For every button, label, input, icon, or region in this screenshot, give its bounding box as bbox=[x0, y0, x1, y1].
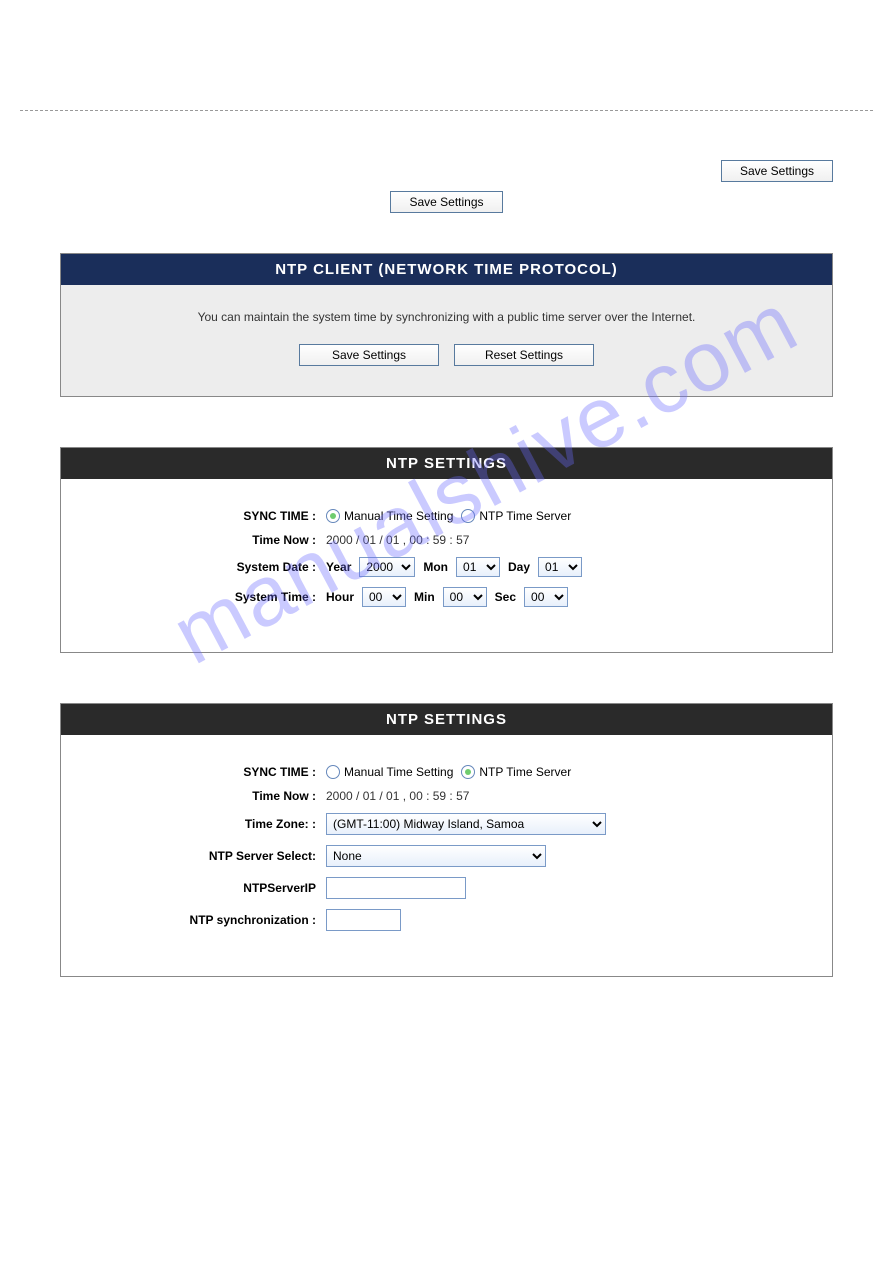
radio-manual-time-setting[interactable]: Manual Time Setting bbox=[326, 509, 453, 523]
ntp-server-select[interactable]: None bbox=[326, 845, 546, 867]
radio-dot-icon bbox=[326, 509, 340, 523]
radio-dot-icon bbox=[461, 765, 475, 779]
system-time-label: System Time : bbox=[81, 590, 326, 604]
ntp-client-title: NTP CLIENT (NETWORK TIME PROTOCOL) bbox=[61, 254, 832, 285]
radio-ntp-time-server-2[interactable]: NTP Time Server bbox=[461, 765, 571, 779]
month-select[interactable]: 01 bbox=[456, 557, 500, 577]
ntp-sync-input[interactable] bbox=[326, 909, 401, 931]
radio-manual-label: Manual Time Setting bbox=[344, 509, 453, 523]
ntp-server-ip-label: NTPServerIP bbox=[81, 881, 326, 895]
ntp-settings-server-title: NTP SETTINGS bbox=[61, 704, 832, 735]
radio-dot-icon bbox=[461, 509, 475, 523]
radio-ntp-time-server[interactable]: NTP Time Server bbox=[461, 509, 571, 523]
hour-select[interactable]: 00 bbox=[362, 587, 406, 607]
ntp-sync-label: NTP synchronization : bbox=[81, 913, 326, 927]
radio-dot-icon bbox=[326, 765, 340, 779]
933px: NTP SETTINGS SYNC TIME : Manual Time Set… bbox=[60, 703, 833, 977]
year-label: Year bbox=[326, 560, 351, 574]
ntp-server-ip-input[interactable] bbox=[326, 877, 466, 899]
mon-label: Mon bbox=[423, 560, 448, 574]
ntp-server-select-label: NTP Server Select: bbox=[81, 849, 326, 863]
ntp-client-panel: NTP CLIENT (NETWORK TIME PROTOCOL) You c… bbox=[60, 253, 833, 397]
radio-manual-time-setting-2[interactable]: Manual Time Setting bbox=[326, 765, 453, 779]
radio-manual-label-2: Manual Time Setting bbox=[344, 765, 453, 779]
time-now-label-2: Time Now : bbox=[81, 789, 326, 803]
reset-settings-button[interactable]: Reset Settings bbox=[454, 344, 594, 366]
sec-label: Sec bbox=[495, 590, 516, 604]
time-now-value: 2000 / 01 / 01 , 00 : 59 : 57 bbox=[326, 533, 469, 547]
ntp-client-description: You can maintain the system time by sync… bbox=[81, 310, 812, 324]
ntp-settings-manual-title: NTP SETTINGS bbox=[61, 448, 832, 479]
divider bbox=[20, 110, 873, 111]
second-select[interactable]: 00 bbox=[524, 587, 568, 607]
save-settings-panel-button[interactable]: Save Settings bbox=[299, 344, 439, 366]
ntp-settings-manual-panel: NTP SETTINGS SYNC TIME : Manual Time Set… bbox=[60, 447, 833, 653]
year-select[interactable]: 2000 bbox=[359, 557, 415, 577]
day-select[interactable]: 01 bbox=[538, 557, 582, 577]
radio-ntp-label: NTP Time Server bbox=[479, 509, 571, 523]
save-settings-top-button[interactable]: Save Settings bbox=[721, 160, 833, 182]
save-settings-center-button[interactable]: Save Settings bbox=[390, 191, 502, 213]
hour-label: Hour bbox=[326, 590, 354, 604]
time-now-value-2: 2000 / 01 / 01 , 00 : 59 : 57 bbox=[326, 789, 469, 803]
sync-time-label: SYNC TIME : bbox=[81, 509, 326, 523]
radio-ntp-label-2: NTP Time Server bbox=[479, 765, 571, 779]
timezone-select[interactable]: (GMT-11:00) Midway Island, Samoa bbox=[326, 813, 606, 835]
timezone-label: Time Zone: : bbox=[81, 817, 326, 831]
sync-time-label-2: SYNC TIME : bbox=[81, 765, 326, 779]
minute-select[interactable]: 00 bbox=[443, 587, 487, 607]
day-label: Day bbox=[508, 560, 530, 574]
system-date-label: System Date : bbox=[81, 560, 326, 574]
min-label: Min bbox=[414, 590, 435, 604]
time-now-label: Time Now : bbox=[81, 533, 326, 547]
